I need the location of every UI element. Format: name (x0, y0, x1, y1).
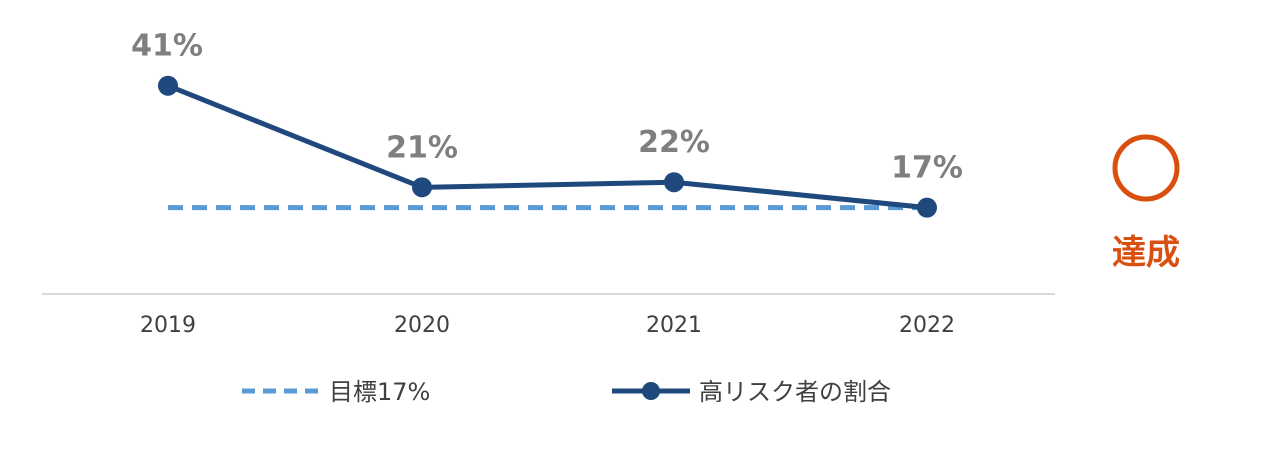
risk-marker-2019 (158, 75, 178, 96)
achievement-circle-icon (1112, 134, 1180, 202)
x-axis-ticks: 2019 2020 2021 2022 (140, 313, 955, 338)
risk-marker-2020 (412, 177, 432, 198)
data-label-2020: 21% (386, 130, 458, 165)
data-label-2022: 17% (891, 151, 963, 186)
legend-risk-marker-icon (642, 382, 660, 400)
data-labels-layer: 41% 21% 22% 17% (131, 29, 963, 186)
risk-marker-2021 (664, 172, 684, 193)
achievement-label: 達成 (1112, 233, 1180, 273)
x-tick-label-2019: 2019 (140, 313, 196, 338)
legend-item-target: 目標17% (242, 378, 430, 406)
legend: 目標17% 高リスク者の割合 (242, 378, 891, 406)
x-tick-label-2022: 2022 (899, 313, 955, 338)
legend-item-risk: 高リスク者の割合 (612, 378, 891, 406)
plot-area: 2019 2020 2021 2022 41% 21% 22% 17% (42, 29, 1055, 338)
legend-risk-label: 高リスク者の割合 (699, 378, 891, 406)
data-label-2019: 41% (131, 29, 203, 64)
x-tick-label-2021: 2021 (646, 313, 702, 338)
data-label-2021: 22% (638, 125, 710, 160)
risk-ratio-line (167, 83, 928, 211)
legend-target-label: 目標17% (329, 378, 430, 406)
risk-series-layer (158, 75, 937, 218)
risk-marker-2022 (917, 197, 937, 218)
x-tick-label-2020: 2020 (394, 313, 450, 338)
achievement-status: 達成 (1112, 134, 1180, 273)
